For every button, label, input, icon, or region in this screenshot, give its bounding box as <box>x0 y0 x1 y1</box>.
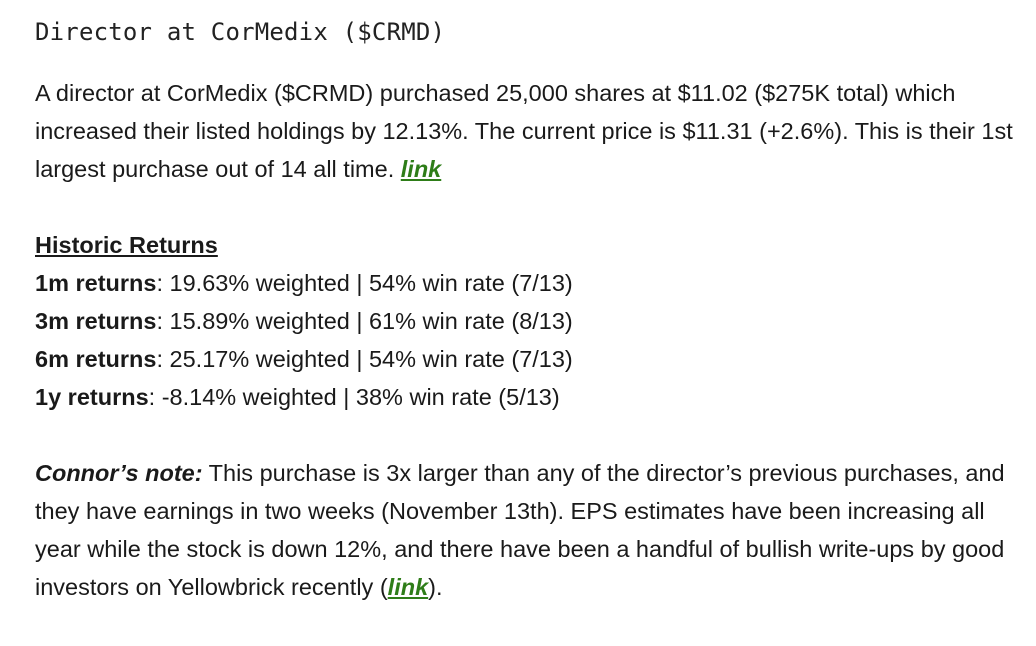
returns-row-1y: 1y returns: -8.14% weighted | 38% win ra… <box>35 378 1025 416</box>
returns-value: : -8.14% weighted | 38% win rate (5/13) <box>148 384 560 410</box>
summary-text: A director at CorMedix ($CRMD) purchased… <box>35 80 1013 182</box>
note-text: This purchase is 3x larger than any of t… <box>35 460 1005 600</box>
connors-note: Connor’s note: This purchase is 3x large… <box>35 454 1025 606</box>
historic-returns-heading: Historic Returns <box>35 232 218 258</box>
returns-row-1m: 1m returns: 19.63% weighted | 54% win ra… <box>35 264 1025 302</box>
returns-value: : 19.63% weighted | 54% win rate (7/13) <box>156 270 573 296</box>
returns-value: : 25.17% weighted | 54% win rate (7/13) <box>156 346 573 372</box>
summary-link[interactable]: link <box>400 156 442 182</box>
returns-value: : 15.89% weighted | 61% win rate (8/13) <box>156 308 573 334</box>
note-suffix: ). <box>428 574 443 600</box>
returns-row-3m: 3m returns: 15.89% weighted | 61% win ra… <box>35 302 1025 340</box>
returns-label: 1y returns <box>35 384 149 410</box>
note-label: Connor’s note: <box>35 460 203 486</box>
returns-label: 3m returns <box>35 308 157 334</box>
note-link[interactable]: link <box>387 574 429 600</box>
returns-label: 6m returns <box>35 346 157 372</box>
returns-label: 1m returns <box>35 270 157 296</box>
returns-row-6m: 6m returns: 25.17% weighted | 54% win ra… <box>35 340 1025 378</box>
page-title: Director at CorMedix ($CRMD) <box>35 18 446 46</box>
content: Director at CorMedix ($CRMD) A director … <box>35 0 1025 606</box>
purchase-summary: A director at CorMedix ($CRMD) purchased… <box>35 74 1025 188</box>
